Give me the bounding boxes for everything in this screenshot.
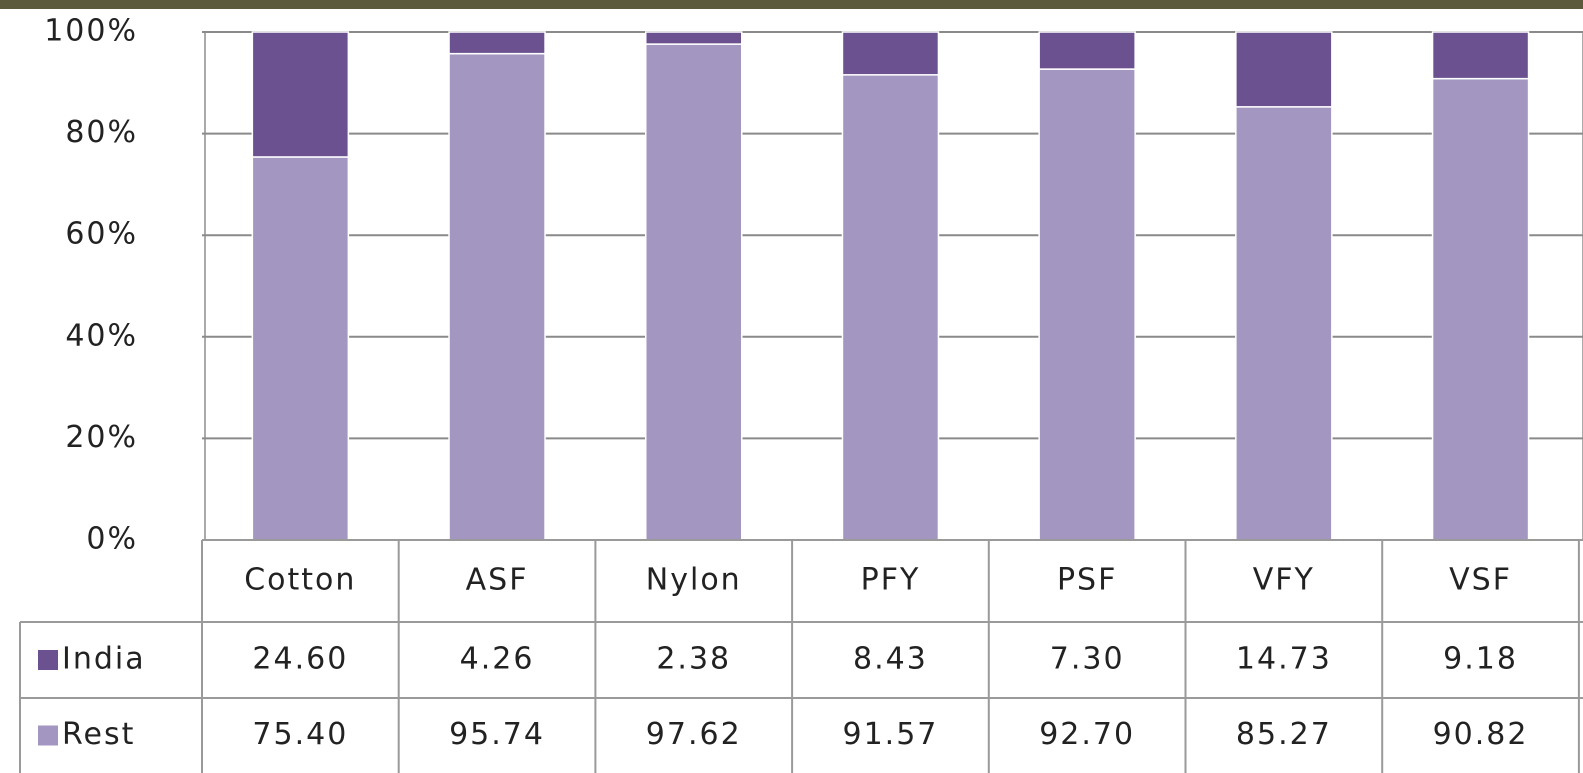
x-tick-label: VSF <box>1449 563 1512 598</box>
bar-segment <box>842 32 938 75</box>
y-tick-label: 20% <box>65 420 138 455</box>
bar-segment <box>1236 107 1332 540</box>
bar-segment <box>1236 32 1332 107</box>
legend-label: India <box>62 642 146 677</box>
bar-segment <box>646 32 742 44</box>
y-tick-label: 100% <box>44 14 138 49</box>
bar-segment <box>1039 69 1135 540</box>
bar-segment <box>252 157 348 540</box>
x-tick-label: Nylon <box>646 563 742 598</box>
bar-segment <box>1433 32 1529 79</box>
table-value: 14.73 <box>1236 642 1332 677</box>
x-tick-label: PFY <box>861 563 921 598</box>
legend-label: Rest <box>62 717 135 752</box>
table-value: 92.70 <box>1039 717 1135 752</box>
x-tick-label: Cotton <box>244 563 356 598</box>
bar-segment <box>1433 79 1529 540</box>
table-value: 85.27 <box>1236 717 1332 752</box>
legend-key <box>38 726 58 746</box>
legend-key <box>38 650 58 670</box>
table-value: 95.74 <box>449 717 545 752</box>
y-tick-label: 0% <box>86 522 138 557</box>
y-tick-label: 40% <box>65 318 138 353</box>
bar-segment <box>449 32 545 54</box>
table-value: 4.26 <box>460 642 535 677</box>
table-value: 9.18 <box>1443 642 1518 677</box>
table-value: 97.62 <box>646 717 742 752</box>
table-value: 2.38 <box>656 642 731 677</box>
x-tick-label: PSF <box>1057 563 1117 598</box>
chart: 0% 20% 40% 60% 80% 100% Cotton 24.60 75.40 ASF 4.2… <box>0 0 1583 773</box>
x-tick-label: VFY <box>1253 563 1315 598</box>
table-value: 91.57 <box>843 717 939 752</box>
bar-segment <box>842 75 938 540</box>
table-value: 7.30 <box>1050 642 1125 677</box>
table-value: 24.60 <box>252 642 348 677</box>
bar-segment <box>1039 32 1135 69</box>
table-value: 90.82 <box>1433 717 1529 752</box>
y-tick-label: 60% <box>65 217 138 252</box>
y-tick-label: 80% <box>65 115 138 150</box>
photo-strip <box>0 0 1583 9</box>
bar-segment <box>449 54 545 540</box>
table-value: 75.40 <box>252 717 348 752</box>
bar-segment <box>252 32 348 157</box>
table-value: 8.43 <box>853 642 928 677</box>
bar-segment <box>646 44 742 540</box>
x-tick-label: ASF <box>466 563 529 598</box>
